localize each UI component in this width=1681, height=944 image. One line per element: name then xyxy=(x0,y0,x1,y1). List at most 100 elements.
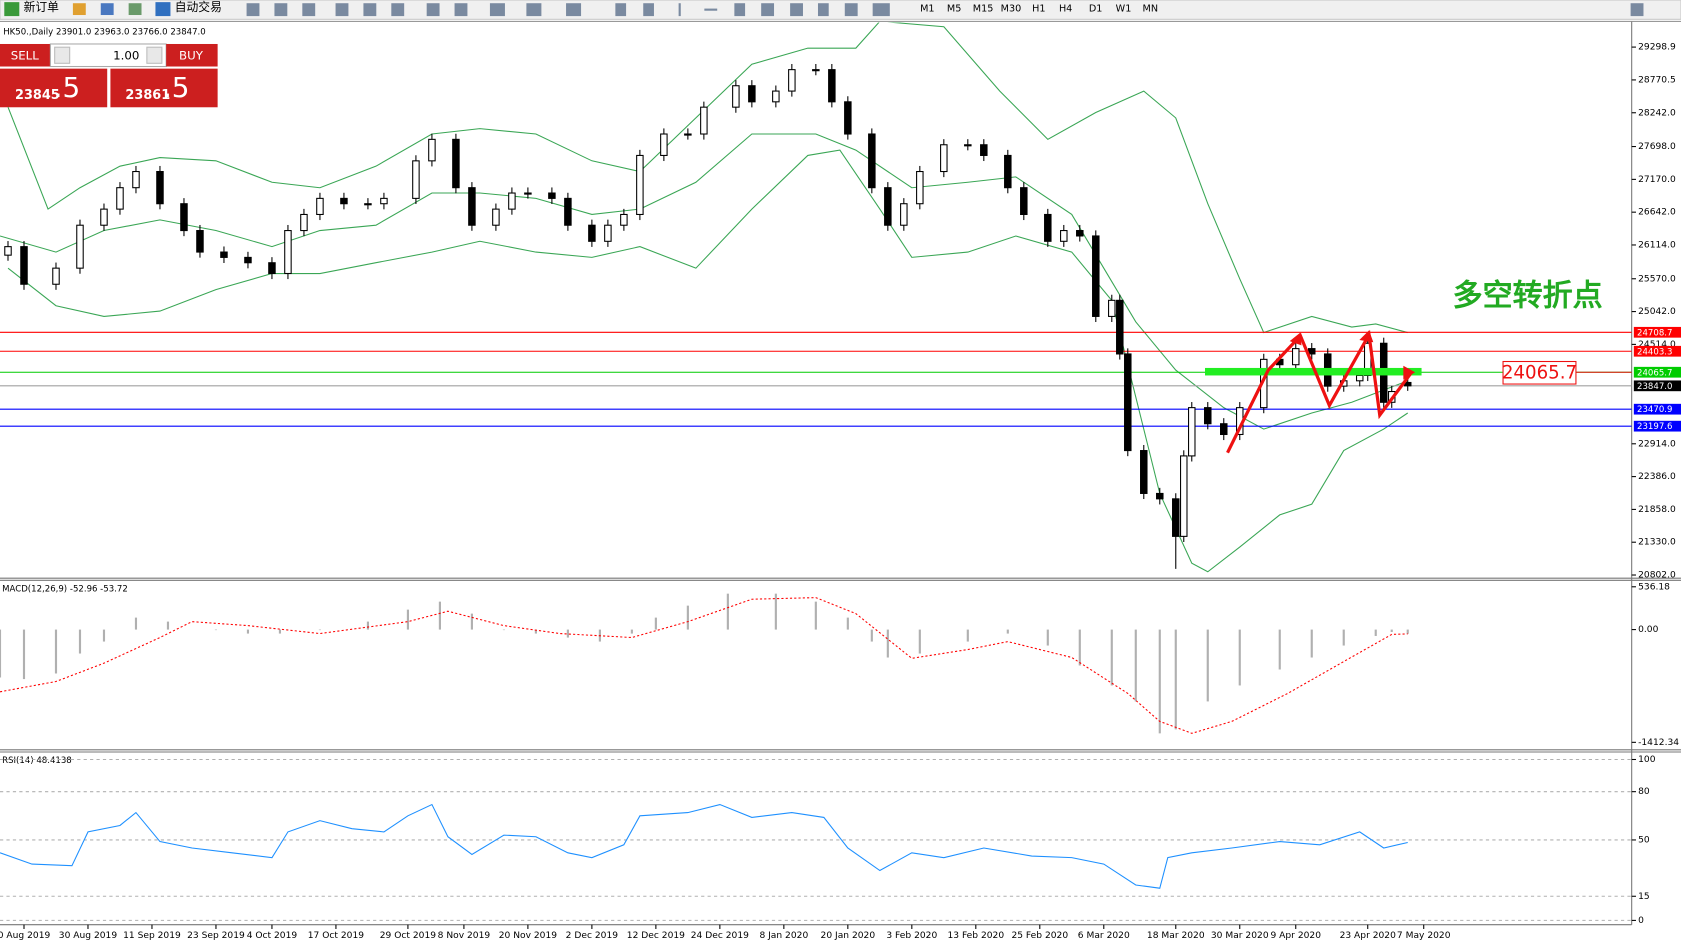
candle-body xyxy=(748,85,756,103)
tool-icon[interactable] xyxy=(643,3,654,17)
y-tick-label: 27698.0 xyxy=(1638,142,1676,152)
timeframe-button[interactable]: H4 xyxy=(1059,4,1072,15)
candle-body xyxy=(980,144,988,156)
sell-button[interactable] xyxy=(0,43,51,67)
bollinger-band xyxy=(0,133,1408,430)
sell-label[interactable]: SELL xyxy=(11,48,39,62)
tool-icon[interactable] xyxy=(566,3,582,17)
one-click-trading: SELL 1.00 BUY 23845 .5 23861 .5 xyxy=(0,43,218,108)
toolbar-icon[interactable] xyxy=(128,3,142,16)
timeframe-button[interactable]: M5 xyxy=(947,4,961,15)
new-order-icon[interactable] xyxy=(4,2,20,17)
tool-icon[interactable] xyxy=(302,3,316,17)
tool-icon[interactable] xyxy=(363,3,377,17)
tool-icon[interactable] xyxy=(391,3,405,17)
chart-title: HK50.,Daily 23901.0 23963.0 23766.0 2384… xyxy=(3,28,206,38)
tool-icon[interactable] xyxy=(734,3,746,17)
y-tick-label: 22386.0 xyxy=(1638,472,1676,482)
bollinger-band xyxy=(7,149,1409,573)
x-tick-label: 30 Aug 2019 xyxy=(59,931,118,941)
tool-icon[interactable] xyxy=(246,3,260,17)
candle-body xyxy=(1124,353,1132,452)
new-order-button[interactable]: 新订单 xyxy=(24,0,60,14)
tool-icon[interactable] xyxy=(844,3,858,17)
tool-icon[interactable] xyxy=(615,3,627,17)
tool-icon[interactable] xyxy=(335,3,349,17)
y-tick-label: 536.18 xyxy=(1638,582,1670,592)
macd-title: MACD(12,26,9) -52.96 -53.72 xyxy=(2,584,128,594)
candle-body xyxy=(196,230,204,253)
tool-icon[interactable] xyxy=(526,3,542,17)
y-tick-label: 27170.0 xyxy=(1638,175,1676,185)
timeframe-button[interactable]: M30 xyxy=(1001,4,1022,15)
x-tick-label: 30 Mar 2020 xyxy=(1211,931,1269,941)
x-tick-label: 4 Oct 2019 xyxy=(247,931,298,941)
candle-body xyxy=(180,203,188,232)
lot-increase[interactable] xyxy=(146,46,163,64)
macd-bar xyxy=(366,621,370,630)
tool-icon[interactable] xyxy=(790,3,803,17)
macd-bar xyxy=(1406,629,1409,634)
price-level-tag xyxy=(1633,345,1681,357)
ask-box[interactable] xyxy=(110,68,218,108)
bid-box[interactable] xyxy=(0,68,108,108)
candle-body xyxy=(772,90,780,103)
x-tick-label: 23 Sep 2019 xyxy=(187,931,245,941)
candle-body xyxy=(340,197,348,205)
bid-fraction[interactable]: .5 xyxy=(54,71,81,104)
candle-body xyxy=(940,144,948,173)
macd-bar xyxy=(846,617,849,630)
y-tick-label: 24514.0 xyxy=(1638,340,1676,350)
timeframe-button[interactable]: M1 xyxy=(920,4,934,15)
y-tick-label: 28242.0 xyxy=(1638,108,1676,118)
toolbar-icon[interactable] xyxy=(100,3,114,16)
ask-price[interactable]: 23861 xyxy=(125,88,170,103)
tool-icon[interactable] xyxy=(489,3,505,17)
tool-icon[interactable] xyxy=(872,3,890,17)
search-icon[interactable] xyxy=(1630,3,1644,17)
bid-price[interactable]: 23845 xyxy=(15,88,60,103)
tool-icon[interactable] xyxy=(817,3,829,17)
tool-icon[interactable] xyxy=(678,3,681,17)
macd-bar xyxy=(814,601,817,630)
tool-icon[interactable] xyxy=(761,3,775,17)
timeframe-button[interactable]: MN xyxy=(1143,4,1159,15)
x-tick-label: 20 Jan 2020 xyxy=(821,931,876,941)
macd-bar xyxy=(318,629,322,631)
x-tick-label: 23 Apr 2020 xyxy=(1340,931,1397,941)
candle-body xyxy=(20,246,28,285)
y-tick-label: 20802.0 xyxy=(1638,571,1676,581)
timeframe-button[interactable]: D1 xyxy=(1089,4,1103,15)
buy-label[interactable]: BUY xyxy=(179,48,204,62)
tool-icon[interactable] xyxy=(454,3,468,17)
auto-trading-button[interactable]: 自动交易 xyxy=(175,0,222,14)
ask-fraction[interactable]: .5 xyxy=(163,71,190,104)
candle-body xyxy=(1220,423,1228,436)
buy-button[interactable] xyxy=(166,43,218,67)
toolbar-icon[interactable] xyxy=(72,3,86,16)
timeframe-button[interactable]: M15 xyxy=(973,4,994,15)
lot-value[interactable]: 1.00 xyxy=(113,48,139,62)
macd-bar xyxy=(566,629,569,638)
tool-icon[interactable] xyxy=(426,3,440,17)
zigzag-arrow xyxy=(1226,329,1413,454)
auto-trading-icon[interactable] xyxy=(155,2,171,17)
candle-body xyxy=(868,133,876,189)
candle-body xyxy=(700,106,708,135)
candle-body xyxy=(1204,407,1212,425)
timeframe-button[interactable]: W1 xyxy=(1116,4,1132,15)
candle-body xyxy=(588,224,596,242)
timeframe-bar: M1 M5 M15 M30 H1 H4 D1 W1 MN xyxy=(920,4,1158,15)
x-tick-label: 11 Sep 2019 xyxy=(123,931,181,941)
macd-bar xyxy=(246,629,250,634)
candle-body xyxy=(1156,492,1164,500)
candle-body xyxy=(492,208,500,226)
timeframe-button[interactable]: H1 xyxy=(1032,4,1045,15)
y-tick-label: 29298.9 xyxy=(1638,43,1676,53)
tool-icon[interactable] xyxy=(704,8,718,11)
macd-bar xyxy=(966,629,969,642)
lot-decrease[interactable] xyxy=(54,46,71,64)
candle-body xyxy=(1140,450,1148,494)
candle-body xyxy=(900,203,908,226)
tool-icon[interactable] xyxy=(274,3,288,17)
